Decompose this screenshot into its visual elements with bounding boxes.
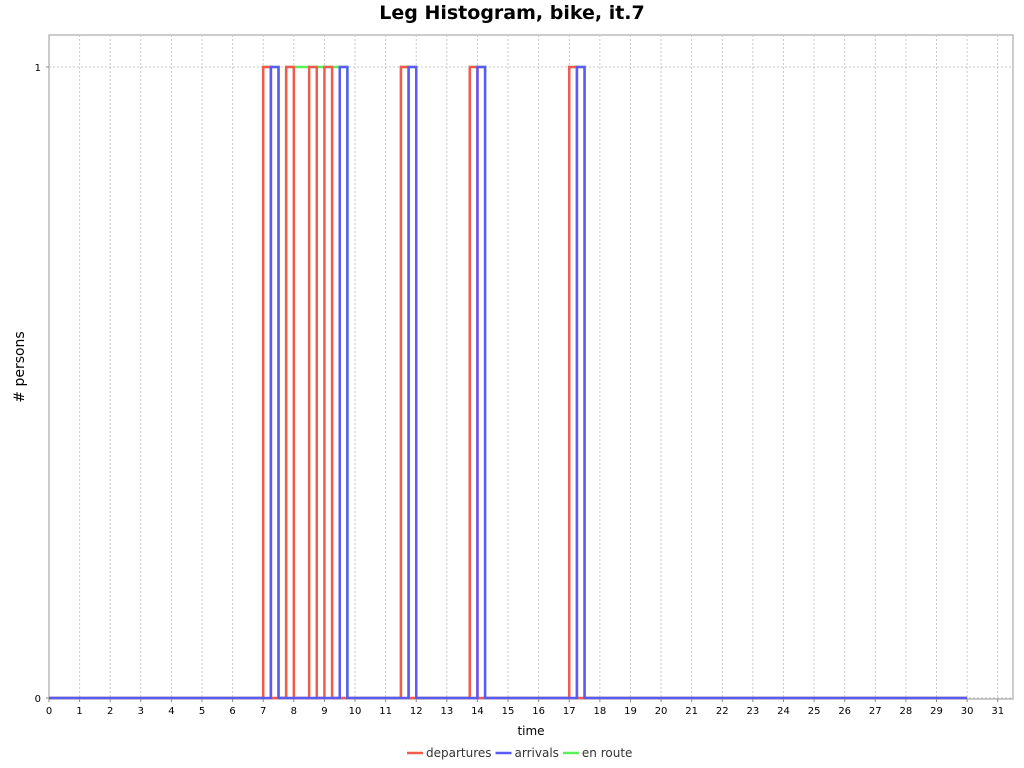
x-tick-label: 23 bbox=[747, 706, 760, 717]
x-tick-label: 15 bbox=[502, 706, 515, 717]
x-tick-label: 16 bbox=[532, 706, 545, 717]
x-tick-label: 14 bbox=[471, 706, 484, 717]
y-axis-label: # persons bbox=[12, 331, 28, 402]
chart-title: Leg Histogram, bike, it.7 bbox=[379, 2, 645, 24]
x-tick-label: 9 bbox=[321, 706, 327, 717]
x-tick-label: 7 bbox=[260, 706, 266, 717]
x-tick-label: 22 bbox=[716, 706, 729, 717]
x-tick-label: 5 bbox=[199, 706, 205, 717]
x-tick-label: 11 bbox=[379, 706, 392, 717]
legend-label-departures: departures bbox=[426, 746, 492, 760]
x-tick-label: 1 bbox=[76, 706, 82, 717]
x-tick-label: 2 bbox=[107, 706, 113, 717]
x-tick-label: 3 bbox=[138, 706, 144, 717]
x-tick-label: 0 bbox=[46, 706, 52, 717]
x-tick-label: 8 bbox=[291, 706, 297, 717]
legend-label-en-route: en route bbox=[582, 746, 633, 760]
legend-label-arrivals: arrivals bbox=[515, 746, 559, 760]
x-tick-label: 26 bbox=[838, 706, 851, 717]
x-tick-label: 25 bbox=[808, 706, 821, 717]
series-layer bbox=[49, 65, 968, 700]
y-tick-label: 1 bbox=[35, 63, 41, 74]
x-tick-label: 24 bbox=[777, 706, 790, 717]
x-tick-label: 18 bbox=[593, 706, 606, 717]
x-tick-label: 6 bbox=[229, 706, 235, 717]
x-axis: 0 1 2 3 4 5 6 7 8 9 10 11 12 13 14 15 16 17 18 19 20 21 22 23 24… bbox=[46, 699, 1004, 717]
x-tick-label: 27 bbox=[869, 706, 882, 717]
x-tick-label: 13 bbox=[440, 706, 453, 717]
legend: departures arrivals en route bbox=[407, 746, 632, 760]
x-tick-label: 12 bbox=[410, 706, 423, 717]
series-arrivals-line bbox=[49, 65, 968, 700]
y-axis: 01 bbox=[35, 63, 49, 705]
x-tick-label: 28 bbox=[900, 706, 913, 717]
x-axis-label: time bbox=[517, 724, 544, 738]
x-tick-label: 21 bbox=[685, 706, 698, 717]
plot-background bbox=[48, 34, 1014, 700]
x-tick-label: 29 bbox=[930, 706, 943, 717]
x-tick-label: 4 bbox=[168, 706, 174, 717]
y-tick-label: 0 bbox=[35, 694, 41, 705]
x-tick-label: 20 bbox=[655, 706, 668, 717]
x-tick-label: 19 bbox=[624, 706, 637, 717]
x-tick-label: 30 bbox=[961, 706, 974, 717]
x-tick-label: 10 bbox=[349, 706, 362, 717]
x-tick-label: 17 bbox=[563, 706, 576, 717]
x-tick-label: 31 bbox=[991, 706, 1004, 717]
